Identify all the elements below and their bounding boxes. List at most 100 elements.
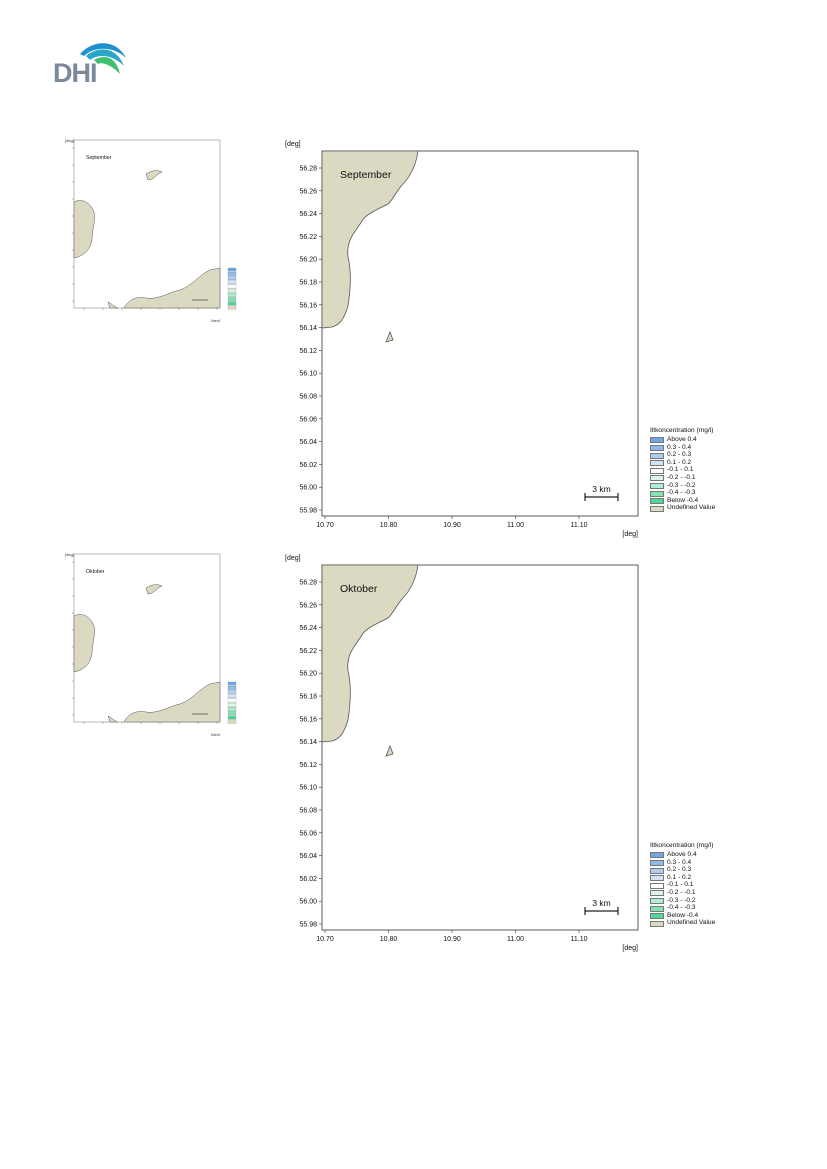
legend-entry: -0.1 - 0.1 xyxy=(650,467,715,475)
thumb-legend-swatch xyxy=(227,288,237,293)
legend-label: Undefined Value xyxy=(667,919,716,927)
x-tick-label: 11.00 xyxy=(507,522,524,529)
legend-swatch xyxy=(650,890,664,897)
x-tick-label: 11.10 xyxy=(571,522,588,529)
scale-bar-label: 3 km xyxy=(592,898,610,908)
y-tick-label: 56.08 xyxy=(299,808,317,815)
thumb-legend-swatch xyxy=(227,297,237,301)
y-tick-label: 56.26 xyxy=(299,602,317,609)
island xyxy=(385,330,394,343)
thumb-islet xyxy=(107,715,119,723)
scale-bar: 3 km xyxy=(584,898,619,915)
legend-swatch xyxy=(650,460,664,467)
plot-frame xyxy=(321,150,639,517)
y-tick-label: 56.18 xyxy=(299,694,317,701)
legend-label: -0.2 - -0.1 xyxy=(667,474,696,482)
y-tick-label: 56.22 xyxy=(299,234,317,241)
coastline-land xyxy=(321,564,419,743)
legend-label: Above 0.4 xyxy=(667,436,697,444)
thumb-land-south xyxy=(123,267,221,309)
thumb-legend-swatch xyxy=(227,707,237,711)
legend-label: Below -0.4 xyxy=(667,496,699,504)
thumb-legend-swatch xyxy=(227,694,237,699)
legend-swatch xyxy=(650,437,664,444)
y-tick-label: 56.12 xyxy=(299,762,317,769)
thumb-y-unit: [deg] xyxy=(65,138,74,143)
thumb-title: Oktober xyxy=(86,569,105,575)
y-tick-label: 56.16 xyxy=(299,716,317,723)
y-axis-unit: [deg] xyxy=(285,555,301,562)
x-tick-label: 10.70 xyxy=(316,936,334,943)
thumb-legend-swatch xyxy=(227,711,237,715)
scale-bar: 3 km xyxy=(584,484,619,501)
legend-entry: -0.3 - -0.2 xyxy=(650,897,715,905)
legend-swatch xyxy=(650,867,664,874)
y-tick-label: 56.28 xyxy=(299,580,317,587)
legend-entry: 0.2 - 0.3 xyxy=(650,867,715,875)
thumb-legend-swatch xyxy=(227,272,237,276)
thumb-legend-swatch xyxy=(227,702,237,707)
legend-label: -0.2 - -0.1 xyxy=(667,889,696,897)
legend-swatch xyxy=(650,498,664,505)
x-axis-unit: [deg] xyxy=(622,945,638,952)
legend-oktober: Iltkoncentration (mg/l) Above 0.4 0.3 - 0.… xyxy=(650,842,716,928)
legend-swatch xyxy=(650,475,664,482)
thumb-island xyxy=(145,584,163,595)
map-september: September 56.28 56.26 56.24 56.22 56.20 56.18 5… xyxy=(284,136,640,545)
legend-swatch xyxy=(650,897,664,904)
x-tick-label: 11.10 xyxy=(571,936,588,943)
legend-entry: Undefined Value xyxy=(650,505,715,513)
legend-entry: -0.3 - -0.2 xyxy=(650,482,715,490)
legend-entry: Above 0.4 xyxy=(650,436,715,445)
y-tick-label: 56.02 xyxy=(299,462,317,469)
thumb-legend-swatch xyxy=(227,284,237,289)
map-title: Oktober xyxy=(340,583,378,595)
thumb-island xyxy=(145,170,163,181)
legend-label: -0.3 - -0.2 xyxy=(667,481,696,489)
thumb-legend-swatch xyxy=(227,293,237,297)
y-tick-label: 56.06 xyxy=(299,830,317,837)
y-tick-label: 55.98 xyxy=(299,922,317,929)
y-tick-label: 56.12 xyxy=(299,348,317,355)
y-tick-label: 56.02 xyxy=(299,876,317,883)
y-tick-label: 56.00 xyxy=(299,485,317,492)
legend-entry: -0.2 - -0.1 xyxy=(650,889,715,898)
thumb-land-west xyxy=(73,200,95,259)
island xyxy=(385,744,394,757)
legend-label: -0.4 - -0.3 xyxy=(667,904,696,912)
legend-entry: 0.2 - 0.3 xyxy=(650,452,715,460)
legend-label: 0.2 - 0.3 xyxy=(667,866,692,874)
thumb-land-west xyxy=(73,614,95,673)
logo-text: DHI xyxy=(53,58,97,88)
thumb-islet xyxy=(107,301,119,309)
map-title: September xyxy=(340,169,392,181)
legend-entry: -0.1 - 0.1 xyxy=(650,882,715,890)
thumb-legend-swatch xyxy=(227,686,237,690)
y-tick-label: 56.24 xyxy=(299,625,317,632)
legend-entry: -0.4 - -0.3 xyxy=(650,490,715,498)
map-oktober: Oktober 56.28 56.26 56.24 56.22 56.20 56.18 56.… xyxy=(284,550,640,959)
legend-swatch xyxy=(650,905,664,912)
legend-label: 0.2 - 0.3 xyxy=(667,451,692,459)
legend-entry: 0.3 - 0.4 xyxy=(650,859,715,867)
legend-september: Iltkoncentration (mg/l) Above 0.4 0.3 - 0.… xyxy=(650,427,715,513)
y-tick-label: 56.10 xyxy=(299,371,317,378)
legend-label: 0.3 - 0.4 xyxy=(667,858,692,866)
y-tick-label: 55.98 xyxy=(299,508,317,515)
thumb-legend-swatch xyxy=(227,690,237,694)
legend-label: -0.1 - 0.1 xyxy=(667,466,694,474)
dhi-wave-icon xyxy=(80,43,126,74)
y-tick-label: 56.06 xyxy=(299,416,317,423)
thumb-legend-swatch xyxy=(227,280,237,285)
legend-entry: -0.2 - -0.1 xyxy=(650,474,715,483)
thumb-legend-swatch xyxy=(227,267,237,272)
thumb-y-unit: [deg] xyxy=(65,552,74,557)
legend-label: 0.1 - 0.2 xyxy=(667,873,692,881)
y-tick-label: 56.14 xyxy=(299,739,317,746)
dhi-logo: DHI xyxy=(50,36,130,88)
legend-entry: 0.1 - 0.2 xyxy=(650,874,715,882)
legend-entry: -0.4 - -0.3 xyxy=(650,905,715,913)
legend-title: Iltkoncentration (mg/l) xyxy=(650,842,714,849)
legend-swatch xyxy=(650,882,664,889)
legend-swatch xyxy=(650,859,664,866)
